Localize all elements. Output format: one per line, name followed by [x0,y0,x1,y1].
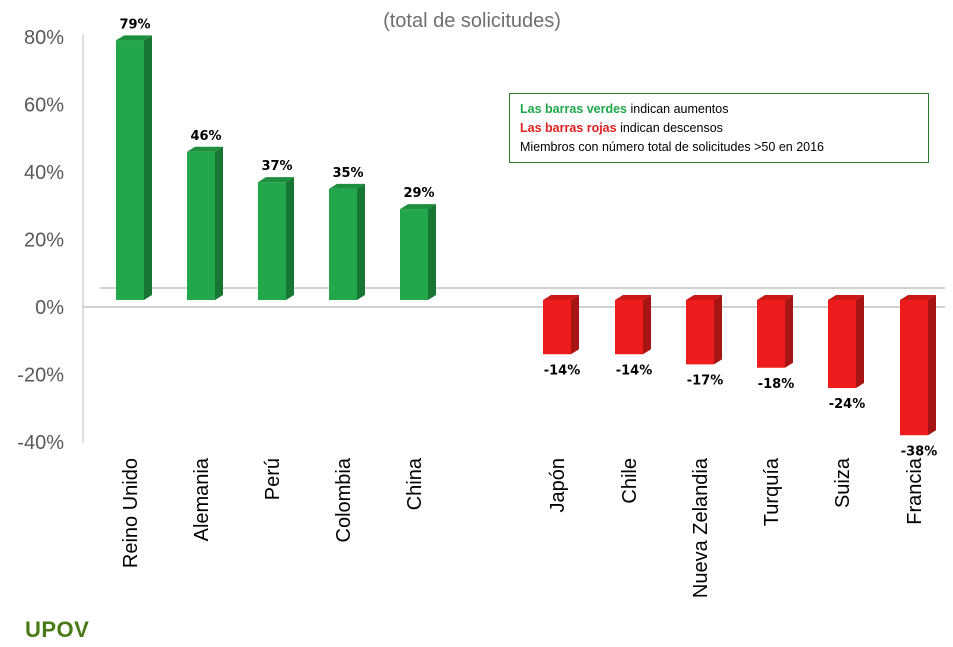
data-label: 29% [403,186,434,201]
x-tick-label: Nueva Zelandia [690,457,712,598]
bar-increase [400,204,436,300]
y-tick-label: -20% [17,365,64,387]
data-label: -18% [758,377,795,392]
bar-decrease [615,295,651,355]
y-tick-label: 80% [24,27,64,49]
bar-front [329,188,357,300]
bar-side [714,295,722,365]
bar-front [900,300,928,436]
x-tick-label: Reino Unido [120,458,142,568]
bar-side [215,146,223,300]
bar-side [571,295,579,355]
bar-top [116,35,152,41]
data-label: 79% [119,17,150,32]
bar-front [686,300,714,365]
legend-entry-note: Miembros con número total de solicitudes… [520,140,824,154]
x-tick-label: Perú [262,458,284,500]
bar-front [258,182,286,300]
bar-decrease [543,295,579,355]
chart-legend: Las barras verdes indican aumentos Las b… [509,93,929,163]
data-label: 35% [332,166,363,181]
bar-front [116,40,144,300]
y-tick-label: -40% [17,432,64,454]
x-tick-label: Chile [619,458,641,504]
bar-front [828,300,856,388]
bar-increase [187,146,223,300]
bar-decrease [757,295,793,368]
bar-side [928,295,936,436]
bar-top [828,295,864,300]
bar-side [144,35,152,300]
bar-front [615,300,643,355]
bar-front [187,151,215,300]
bar-decrease [828,295,864,388]
bar-decrease [900,295,936,436]
legend-entry-increase: Las barras verdes indican aumentos [520,102,729,116]
bar-top [400,204,436,210]
data-label: -14% [616,363,653,378]
bar-top [757,295,793,300]
bar-top [258,177,294,183]
bar-top [543,295,579,300]
bar-decrease [686,295,722,365]
bar-side [856,295,864,388]
bar-side [357,183,365,300]
bar-increase [329,183,365,300]
bar-side [428,204,436,300]
bar-increase [258,177,294,300]
y-tick-label: 20% [24,230,64,252]
bar-top [615,295,651,300]
bar-front [543,300,571,355]
x-tick-label: Suiza [832,457,854,508]
bar-side [286,177,294,300]
bar-side [785,295,793,368]
x-tick-label: Alemania [191,457,213,541]
x-tick-label: Colombia [333,457,355,542]
bar-top [329,183,365,189]
data-label: 37% [261,159,292,174]
data-label: -14% [544,363,581,378]
bar-top [686,295,722,300]
x-tick-label: China [404,457,426,510]
bar-front [757,300,785,368]
chart-subtitle: (total de solicitudes) [383,10,561,32]
data-label: -38% [901,444,938,459]
legend-entry-decrease: Las barras rojas indican descensos [520,121,723,135]
data-label: 46% [190,129,221,144]
x-tick-label: Francia [904,457,926,525]
upov-logo: UPOV [25,617,90,642]
x-tick-label: Japón [547,458,569,513]
y-tick-label: 60% [24,95,64,117]
x-tick-label: Turquía [761,457,783,526]
bar-side [643,295,651,355]
data-label: -17% [687,373,724,388]
bar-front [400,209,428,300]
y-tick-label: 40% [24,162,64,184]
data-label: -24% [829,397,866,412]
bar-top [900,295,936,300]
bar-increase [116,35,152,300]
y-tick-label: 0% [35,297,64,319]
bar-top [187,146,223,152]
